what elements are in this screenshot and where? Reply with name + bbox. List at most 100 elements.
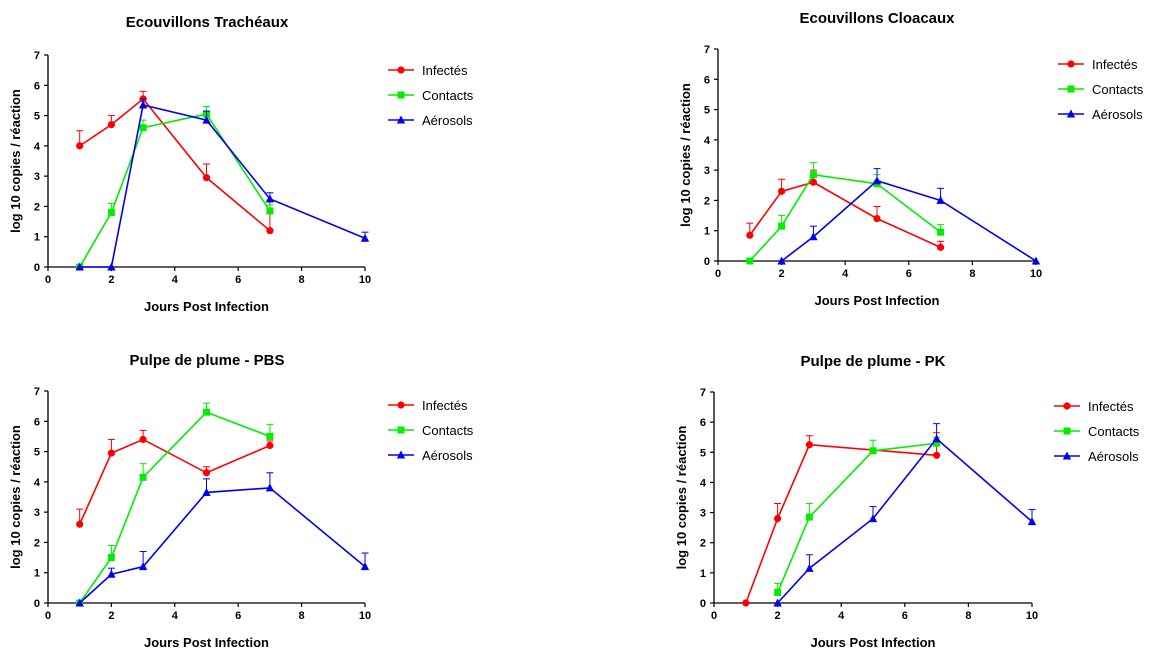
legend-label: Infectés <box>1088 399 1134 414</box>
y-tick-label: 3 <box>704 165 710 177</box>
data-point <box>202 174 211 182</box>
legend-label: Contacts <box>422 88 474 103</box>
data-point <box>138 100 148 109</box>
series-line <box>79 411 271 604</box>
y-tick-label: 7 <box>700 387 706 399</box>
data-point <box>265 483 275 492</box>
data-point <box>778 222 786 230</box>
series-2 <box>76 105 274 271</box>
data-point <box>809 171 817 179</box>
y-tick-label: 6 <box>34 416 40 428</box>
legend-marker <box>1062 451 1072 460</box>
data-point <box>809 232 818 241</box>
data-point <box>266 432 274 440</box>
data-point <box>202 469 211 477</box>
series-2 <box>774 436 941 596</box>
series-1 <box>76 429 274 528</box>
data-point <box>1027 517 1037 526</box>
data-point <box>107 449 115 457</box>
legend-marker <box>1067 85 1075 93</box>
legend-label: Infectés <box>422 398 468 413</box>
legend-marker <box>396 450 406 459</box>
x-tick-label: 4 <box>172 274 179 286</box>
data-point <box>936 195 945 204</box>
legend-label: Aérosols <box>1088 449 1139 464</box>
y-tick-label: 0 <box>700 598 706 610</box>
data-point <box>805 513 813 521</box>
series-line <box>749 173 942 262</box>
data-point <box>933 439 941 447</box>
legend-marker <box>1063 427 1071 435</box>
x-tick-label: 8 <box>965 610 971 622</box>
data-point <box>746 231 754 239</box>
x-tick-label: 6 <box>906 268 912 280</box>
series-line <box>781 179 1037 262</box>
x-tick-label: 6 <box>902 610 908 622</box>
x-tick-label: 2 <box>108 274 114 286</box>
y-tick-label: 4 <box>34 141 41 153</box>
data-point <box>139 435 147 444</box>
data-point <box>266 441 274 450</box>
data-point <box>107 262 116 271</box>
y-tick-label: 2 <box>700 538 706 550</box>
y-tick-label: 0 <box>34 598 40 610</box>
data-point <box>107 208 115 216</box>
legend-marker <box>397 401 405 409</box>
legend-marker <box>1067 60 1075 68</box>
series-3 <box>773 423 1037 607</box>
x-tick-label: 10 <box>359 274 371 286</box>
y-tick-label: 2 <box>34 201 40 213</box>
x-tick-label: 0 <box>711 610 717 622</box>
data-point <box>774 515 782 523</box>
y-tick-label: 2 <box>704 195 710 207</box>
data-point <box>139 473 147 481</box>
series-line <box>79 113 271 268</box>
y-tick-label: 6 <box>704 74 710 86</box>
series-3 <box>75 98 370 271</box>
y-tick-label: 1 <box>34 232 40 244</box>
x-tick-label: 10 <box>1026 610 1038 622</box>
data-point <box>202 487 211 496</box>
x-tick-label: 2 <box>779 268 785 280</box>
x-tick-label: 4 <box>172 610 179 622</box>
y-tick-label: 2 <box>34 537 40 549</box>
x-axis-label: Jours Post Infection <box>144 635 269 650</box>
data-point <box>937 243 945 251</box>
data-point <box>778 187 786 195</box>
x-tick-label: 4 <box>842 268 849 280</box>
data-point <box>202 115 211 124</box>
y-axis-label: log 10 copies / réaction <box>674 426 689 570</box>
data-point <box>805 563 814 572</box>
y-tick-label: 5 <box>34 447 40 459</box>
data-point <box>777 256 786 265</box>
x-axis-label: Jours Post Infection <box>815 293 940 308</box>
legend-marker <box>397 426 405 434</box>
legend-label: Infectés <box>1092 57 1138 72</box>
x-tick-label: 2 <box>775 610 781 622</box>
data-point <box>933 451 941 459</box>
x-tick-label: 4 <box>838 610 845 622</box>
y-tick-label: 1 <box>34 568 40 580</box>
data-point <box>266 227 274 235</box>
data-point <box>360 233 370 242</box>
data-point <box>868 514 878 523</box>
data-point <box>138 562 148 571</box>
y-tick-label: 6 <box>34 80 40 92</box>
data-point <box>107 121 115 129</box>
series-3 <box>75 472 370 607</box>
series-line <box>79 487 366 604</box>
series-2 <box>746 162 945 265</box>
legend-marker <box>396 115 406 124</box>
y-tick-label: 5 <box>704 105 710 117</box>
legend-label: Contacts <box>1092 82 1144 97</box>
y-tick-label: 6 <box>700 417 706 429</box>
legend-marker <box>397 66 405 74</box>
data-point <box>139 124 147 132</box>
data-point <box>360 562 370 571</box>
series-1 <box>746 169 945 251</box>
data-point <box>873 215 881 223</box>
data-point <box>805 441 814 449</box>
series-2 <box>76 402 274 607</box>
y-tick-label: 1 <box>704 226 710 238</box>
